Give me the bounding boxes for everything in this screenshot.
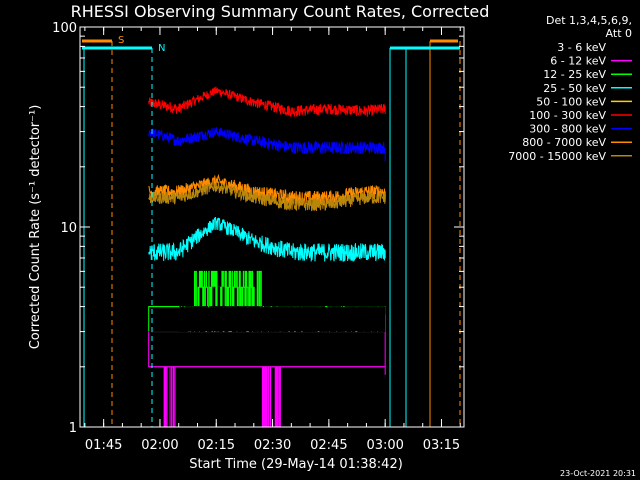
x-tick-label-01-45: 01:45 bbox=[85, 438, 122, 453]
x-tick-label-02-45: 02:45 bbox=[310, 438, 347, 453]
legend-header-detectors: Det 1,3,4,5,6,9, bbox=[546, 14, 632, 27]
series-line-12-25-kev bbox=[148, 270, 386, 308]
night-marker-group: N bbox=[82, 43, 460, 427]
legend-label-12-25-kev: 12 - 25 keV bbox=[543, 68, 606, 81]
series-line-6-12-kev bbox=[148, 366, 386, 428]
legend-label-50-100-kev: 50 - 100 keV bbox=[536, 95, 606, 108]
night-label: N bbox=[158, 43, 165, 54]
chart-title: RHESSI Observing Summary Count Rates, Co… bbox=[71, 2, 490, 21]
y-tick-label-10: 10 bbox=[60, 221, 77, 236]
series-line-300-800-kev bbox=[148, 127, 386, 155]
x-tick-label-02-00: 02:00 bbox=[141, 438, 178, 453]
legend-label-300-800-kev: 300 - 800 keV bbox=[529, 123, 606, 136]
legend-label-25-50-kev: 25 - 50 keV bbox=[543, 82, 606, 95]
x-tick-label-03-00: 03:00 bbox=[366, 438, 403, 453]
saa-label: S bbox=[118, 35, 124, 46]
legend-label-3-6-kev: 3 - 6 keV bbox=[557, 41, 606, 54]
legend-label-7000-15000-kev: 7000 - 15000 keV bbox=[508, 150, 606, 163]
saa-marker-group: S bbox=[82, 35, 461, 427]
footer-date: 23-Oct-2021 20:31 bbox=[560, 469, 636, 478]
legend-label-800-7000-kev: 800 - 7000 keV bbox=[522, 136, 606, 149]
series-band-edge-6-12-kev bbox=[148, 331, 386, 368]
series-band-6-12-kev bbox=[148, 331, 386, 368]
series-line-25-50-kev bbox=[148, 217, 386, 262]
legend-label-6-12-kev: 6 - 12 keV bbox=[550, 55, 606, 68]
series-line-800-7000-kev bbox=[148, 173, 386, 206]
y-tick-label-1: 1 bbox=[69, 421, 77, 436]
series-line-7000-15000-kev bbox=[148, 181, 386, 212]
x-axis-label: Start Time (29-May-14 01:38:42) bbox=[189, 457, 403, 472]
y-tick-label-100: 100 bbox=[52, 21, 77, 36]
series-line-100-300-kev bbox=[148, 86, 386, 117]
legend-label-100-300-kev: 100 - 300 keV bbox=[529, 109, 606, 122]
x-tick-label-02-30: 02:30 bbox=[254, 438, 291, 453]
x-tick-label-02-15: 02:15 bbox=[198, 438, 235, 453]
series-line-3-6-kev bbox=[148, 286, 386, 333]
x-tick-label-03-15: 03:15 bbox=[423, 438, 460, 453]
legend-header-attenuator: Att 0 bbox=[606, 27, 632, 40]
y-axis-label: Corrected Count Rate (s⁻¹ detector⁻¹) bbox=[28, 105, 43, 350]
